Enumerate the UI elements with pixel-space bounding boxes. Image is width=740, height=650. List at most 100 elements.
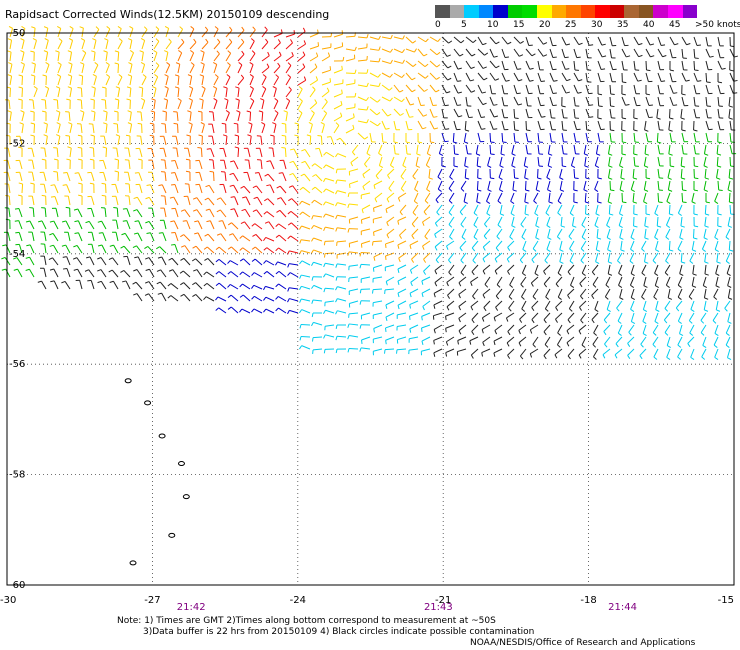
wind-barb — [569, 204, 575, 216]
wind-barb — [405, 96, 415, 106]
wind-barb — [324, 324, 335, 331]
wind-barb — [426, 144, 432, 156]
wind-barb — [213, 74, 219, 86]
wind-barb — [693, 120, 698, 132]
wind-barb — [664, 324, 671, 336]
wind-barb — [234, 134, 240, 146]
wind-barb — [50, 184, 59, 194]
wind-barb — [333, 56, 345, 62]
wind-barb — [453, 144, 459, 156]
wind-barb — [525, 96, 532, 107]
wind-barb — [135, 183, 143, 194]
wind-barb — [56, 74, 62, 86]
wind-barb — [657, 168, 664, 179]
wind-barb — [261, 38, 269, 50]
wind-barb — [669, 48, 677, 59]
wind-barb — [652, 252, 659, 264]
wind-barb — [204, 197, 215, 206]
wind-barb — [20, 110, 25, 122]
wind-barb — [547, 144, 553, 156]
wind-barb — [345, 79, 356, 86]
wind-barb — [87, 207, 95, 218]
wind-barb — [261, 122, 266, 134]
wind-barb — [239, 283, 251, 290]
wind-barb — [417, 60, 429, 68]
wind-barb — [524, 192, 529, 204]
wind-barb — [251, 284, 263, 290]
wind-barb — [285, 51, 294, 62]
wind-barb — [278, 172, 287, 182]
wind-barb — [716, 168, 721, 180]
wind-barb — [266, 160, 275, 170]
wind-barb — [705, 84, 713, 95]
wind-barb — [397, 264, 407, 273]
wind-barb — [717, 96, 723, 107]
wind-barb — [177, 50, 183, 62]
wind-barb — [421, 312, 431, 321]
wind-barb — [522, 240, 527, 252]
wind-barb — [630, 180, 635, 192]
wind-barb — [652, 336, 659, 348]
wind-barb — [294, 134, 299, 146]
wind-barb — [393, 108, 404, 116]
wind-barb — [489, 108, 499, 118]
wind-barb — [372, 312, 383, 320]
wind-barb — [33, 86, 38, 98]
wind-barb — [633, 216, 638, 228]
wind-barb — [18, 194, 23, 206]
wind-barb — [555, 312, 563, 323]
wind-barb — [657, 60, 665, 71]
wind-barb — [453, 48, 464, 57]
wind-barb — [372, 300, 383, 307]
wind-barb — [657, 180, 663, 191]
wind-barb — [180, 293, 191, 302]
wind-barb — [323, 252, 335, 258]
wind-barb — [501, 108, 509, 119]
wind-barb — [141, 26, 148, 38]
wind-barb — [729, 60, 734, 72]
wind-barb — [727, 276, 732, 288]
wind-barb — [65, 206, 71, 218]
wind-barb — [561, 60, 570, 70]
wind-barb — [567, 264, 575, 276]
wind-barb — [702, 276, 708, 288]
wind-barb — [397, 288, 407, 298]
wind-barb — [335, 263, 347, 268]
wind-barb — [398, 252, 407, 263]
wind-barb — [603, 324, 611, 336]
wind-barb — [693, 216, 699, 228]
wind-barb — [321, 52, 331, 62]
wind-barb — [621, 60, 628, 71]
wind-barb — [120, 269, 131, 278]
wind-barb — [495, 300, 503, 311]
wind-barb — [477, 84, 486, 94]
legend-swatch — [580, 5, 596, 18]
wind-barb — [246, 110, 252, 122]
wind-barb — [373, 252, 383, 261]
wind-barb — [97, 244, 107, 254]
wind-barb — [326, 136, 335, 146]
wind-barb — [224, 98, 229, 110]
wind-barb — [679, 228, 684, 240]
wind-barb — [677, 312, 683, 324]
wind-barb — [645, 108, 653, 119]
wind-barb — [617, 324, 623, 336]
wind-barb — [453, 72, 462, 82]
wind-barb — [148, 207, 155, 218]
wind-barb — [311, 163, 323, 170]
legend-swatch — [668, 5, 683, 18]
wind-barb — [535, 228, 540, 240]
legend-label: 0 — [435, 20, 441, 30]
wind-barb — [312, 174, 323, 182]
wind-barb — [433, 324, 443, 334]
wind-barb — [592, 336, 599, 348]
wind-barb — [537, 144, 544, 155]
wind-barb — [301, 160, 311, 170]
wind-barb — [97, 280, 107, 290]
wind-barb — [348, 312, 359, 318]
wind-barb — [213, 26, 219, 38]
wind-barb — [513, 168, 519, 180]
legend-label: 45 — [669, 20, 681, 30]
wind-barb — [405, 60, 417, 67]
wind-barb — [87, 231, 95, 242]
